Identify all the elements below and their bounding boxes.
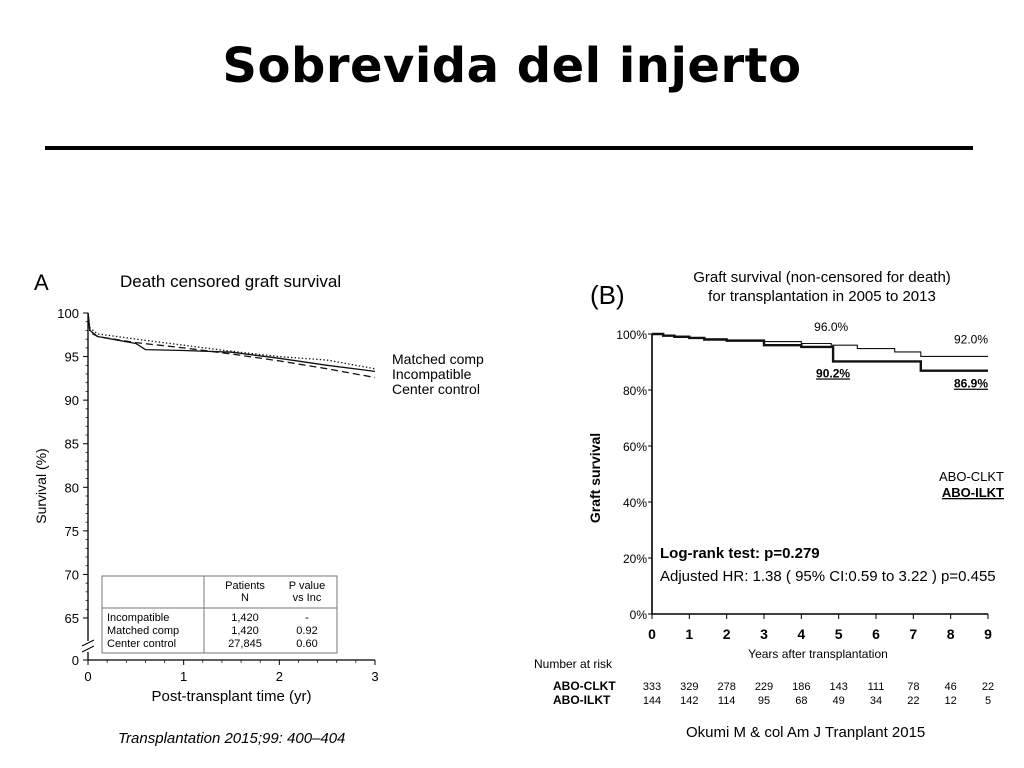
stats-text: Adjusted HR: 1.38 ( 95% CI:0.59 to 3.22 … — [660, 568, 996, 585]
legend-entry: ABO-CLKT — [939, 469, 1004, 484]
risk-table-cell: 95 — [758, 695, 770, 707]
risk-table-cell: 78 — [907, 681, 919, 693]
legend-entry: Matched comp — [392, 351, 484, 367]
y-tick-label: 20% — [623, 552, 647, 566]
risk-table-cell: 143 — [829, 681, 847, 693]
y-tick-label: 60% — [623, 440, 647, 454]
x-tick-label: 3 — [760, 626, 768, 642]
table-cell: Incompatible — [107, 612, 169, 624]
risk-table-cell: 144 — [643, 695, 661, 707]
panel-b-letter: (B) — [590, 280, 625, 310]
series-line-incompatible — [87, 312, 376, 373]
x-tick-label: 7 — [909, 626, 917, 642]
chart-panel-b: (B) Graft survival (non-censored for deat… — [534, 269, 1004, 707]
table-cell: 1,420 — [231, 612, 259, 624]
risk-table-cell: 22 — [982, 681, 994, 693]
y-tick-label: 90 — [65, 393, 79, 408]
risk-table-cell: 5 — [985, 695, 991, 707]
y-tick-label: 95 — [65, 350, 79, 365]
data-label: 90.2% — [816, 366, 850, 380]
y-tick-label: 80% — [623, 384, 647, 398]
y-tick-label: 0% — [630, 608, 648, 622]
y-tick-label: 80 — [65, 480, 79, 495]
risk-table-cell: 142 — [680, 695, 698, 707]
risk-table-cell: 46 — [945, 681, 957, 693]
x-tick-label: 6 — [872, 626, 880, 642]
risk-table-cell: 329 — [680, 681, 698, 693]
x-tick-label: 2 — [723, 626, 731, 642]
data-label: 96.0% — [814, 320, 848, 334]
x-axis-label: Years after transplantation — [748, 647, 888, 661]
y-tick-label: 85 — [65, 437, 79, 452]
x-tick-label: 1 — [685, 626, 693, 642]
table-cell: Matched comp — [107, 625, 179, 637]
y-tick-label: 70 — [65, 567, 79, 582]
panel-a-letter: A — [34, 270, 49, 295]
panel-b-title: Graft survival (non-censored for death) — [693, 269, 951, 286]
y-tick-label: 100 — [57, 306, 79, 321]
x-tick-label: 9 — [984, 626, 992, 642]
risk-table-cell: 34 — [870, 695, 882, 707]
x-tick-label: 3 — [371, 669, 378, 684]
x-tick-label: 8 — [947, 626, 955, 642]
inset-table-frame — [101, 575, 338, 654]
series-line-matched-comp — [87, 312, 376, 370]
table-header-cell: Patients — [225, 580, 265, 592]
risk-table-row-name: ABO-CLKT — [553, 679, 616, 693]
y-tick-label: 65 — [65, 611, 79, 626]
y-axis-label: Survival (%) — [33, 448, 49, 523]
slide-title: Sobrevida del injerto — [222, 38, 802, 94]
risk-table-row-name: ABO-ILKT — [553, 693, 611, 707]
x-tick-label: 5 — [835, 626, 843, 642]
axis-break-mark — [81, 639, 95, 647]
y-tick-label: 100% — [616, 328, 647, 342]
series-line-abo-ilkt — [652, 332, 988, 372]
table-cell: 0.92 — [296, 625, 317, 637]
table-header-cell: N — [241, 592, 249, 604]
risk-table-cell: 68 — [795, 695, 807, 707]
risk-table-cell: 186 — [792, 681, 810, 693]
x-tick-label: 0 — [84, 669, 91, 684]
risk-table-cell: 22 — [907, 695, 919, 707]
x-tick-label: 0 — [648, 626, 656, 642]
chart-panel-a: A Death censored graft survival 0 65 70 75 80 8… — [10, 250, 515, 712]
table-cell: Center control — [107, 638, 176, 650]
x-axis-label: Post-transplant time (yr) — [151, 688, 311, 705]
x-tick-label: 1 — [180, 669, 187, 684]
legend-entry: ABO-ILKT — [942, 485, 1004, 500]
x-tick-label: 4 — [797, 626, 805, 642]
panel-a-title: Death censored graft survival — [120, 272, 341, 291]
axis-break-mark — [81, 645, 95, 653]
panel-b-subtitle: for transplantation in 2005 to 2013 — [708, 288, 936, 305]
data-label: 86.9% — [954, 377, 988, 391]
y-axis-label: Graft survival — [587, 433, 603, 523]
stats-text: Log-rank test: p=0.279 — [660, 545, 820, 562]
risk-table-cell: 229 — [755, 681, 773, 693]
risk-table-cell: 49 — [833, 695, 845, 707]
citation-a: Transplantation 2015;99: 400–404 — [118, 730, 346, 747]
table-header-cell: vs Inc — [293, 592, 322, 604]
risk-table-cell: 278 — [717, 681, 735, 693]
risk-table-cell: 111 — [868, 681, 885, 693]
risk-table-cell: 333 — [643, 681, 661, 693]
y-tick-label: 40% — [623, 496, 647, 510]
risk-table-title: Number at risk — [534, 657, 613, 671]
table-cell: 1,420 — [231, 625, 259, 637]
series-line-center-control — [87, 312, 376, 379]
risk-table-cell: 12 — [945, 695, 957, 707]
table-cell: 0.60 — [296, 638, 317, 650]
table-cell: 27,845 — [228, 638, 262, 650]
table-cell: - — [305, 612, 309, 624]
citation-b: Okumi M & col Am J Tranplant 2015 — [686, 724, 926, 741]
y-tick-label: 75 — [65, 524, 79, 539]
risk-table-cell: 114 — [718, 695, 736, 707]
legend-entry: Center control — [392, 381, 480, 397]
data-label: 92.0% — [954, 332, 988, 346]
table-header-cell: P value — [289, 580, 326, 592]
y-tick-label: 0 — [72, 653, 79, 668]
x-tick-label: 2 — [276, 669, 283, 684]
legend-entry: Incompatible — [392, 366, 472, 382]
title-divider — [45, 146, 973, 150]
